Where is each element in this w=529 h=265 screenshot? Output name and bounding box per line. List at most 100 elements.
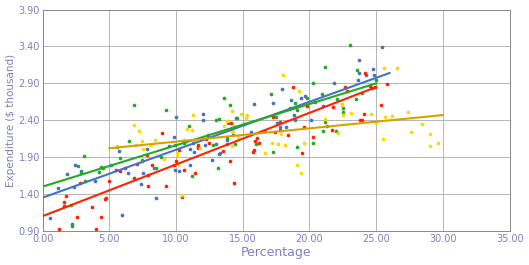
- Point: [311, 99, 319, 104]
- Point: [162, 184, 171, 188]
- Point: [220, 95, 229, 100]
- Point: [53, 186, 62, 190]
- Point: [170, 162, 178, 167]
- Point: [97, 215, 105, 219]
- Point: [328, 128, 336, 132]
- Point: [190, 138, 198, 142]
- Point: [172, 159, 180, 164]
- Y-axis label: Expenditure ($ thousand): Expenditure ($ thousand): [6, 54, 15, 187]
- Point: [97, 165, 105, 170]
- Point: [158, 131, 166, 135]
- Point: [180, 140, 188, 145]
- Point: [150, 166, 159, 170]
- Point: [148, 163, 156, 167]
- Point: [175, 148, 184, 152]
- Point: [136, 182, 145, 187]
- Point: [138, 139, 146, 143]
- Point: [132, 143, 140, 147]
- Point: [229, 132, 237, 136]
- Point: [81, 179, 89, 183]
- Point: [300, 125, 308, 129]
- Point: [60, 204, 68, 208]
- Point: [269, 150, 278, 154]
- Point: [370, 85, 379, 89]
- Point: [290, 101, 299, 105]
- Point: [282, 125, 290, 129]
- Point: [372, 78, 380, 82]
- Point: [358, 118, 367, 122]
- Point: [223, 119, 231, 123]
- Point: [63, 172, 71, 176]
- Point: [230, 123, 239, 128]
- Point: [173, 151, 181, 156]
- Point: [194, 146, 203, 151]
- Point: [223, 138, 232, 143]
- Point: [186, 147, 195, 151]
- Point: [202, 137, 211, 141]
- Point: [55, 227, 63, 231]
- Point: [227, 109, 236, 113]
- Point: [199, 118, 207, 122]
- Point: [147, 143, 155, 147]
- Point: [113, 145, 121, 149]
- Point: [162, 108, 170, 112]
- Point: [222, 135, 231, 140]
- Point: [295, 89, 304, 93]
- Point: [189, 113, 197, 117]
- Point: [303, 96, 312, 100]
- Point: [308, 141, 317, 145]
- Point: [230, 181, 239, 185]
- Point: [191, 171, 199, 175]
- Point: [293, 108, 301, 112]
- Point: [358, 91, 366, 95]
- Point: [278, 73, 287, 77]
- Point: [160, 157, 168, 161]
- Point: [323, 124, 331, 129]
- Point: [300, 141, 308, 145]
- Point: [125, 139, 134, 143]
- Point: [223, 121, 232, 125]
- Point: [212, 118, 220, 122]
- Point: [178, 195, 186, 199]
- Point: [352, 97, 361, 101]
- Point: [252, 142, 261, 146]
- Point: [276, 128, 285, 132]
- Point: [121, 166, 129, 170]
- Point: [226, 103, 234, 108]
- Point: [138, 158, 147, 162]
- Point: [170, 135, 178, 139]
- Point: [353, 68, 361, 72]
- Point: [368, 67, 377, 71]
- Point: [174, 163, 183, 167]
- Point: [171, 168, 179, 172]
- Point: [77, 170, 86, 175]
- Point: [189, 141, 197, 145]
- Point: [329, 105, 338, 109]
- Point: [366, 84, 374, 88]
- Point: [165, 144, 174, 148]
- Point: [232, 115, 240, 120]
- Point: [130, 103, 139, 107]
- Point: [223, 142, 232, 146]
- Point: [272, 115, 280, 119]
- Point: [293, 162, 302, 167]
- Point: [268, 141, 277, 145]
- Point: [112, 167, 121, 172]
- Point: [74, 164, 82, 169]
- Point: [170, 143, 179, 147]
- Point: [269, 101, 277, 105]
- Point: [393, 66, 401, 70]
- Point: [143, 147, 152, 151]
- Point: [227, 144, 236, 148]
- Point: [286, 98, 295, 103]
- Point: [318, 104, 327, 108]
- Point: [209, 143, 218, 147]
- Point: [90, 179, 99, 183]
- Point: [116, 156, 124, 161]
- Point: [285, 105, 294, 110]
- Point: [291, 118, 300, 122]
- Point: [255, 141, 263, 145]
- Point: [212, 142, 221, 146]
- Point: [71, 163, 79, 167]
- Point: [332, 129, 340, 133]
